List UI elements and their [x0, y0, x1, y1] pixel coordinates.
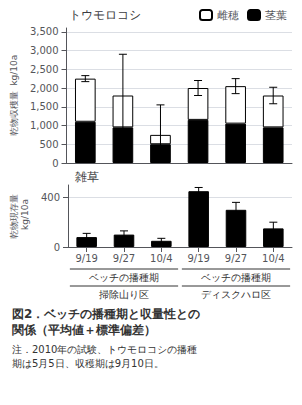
svg-text:0: 0	[54, 242, 60, 253]
svg-text:9/19: 9/19	[75, 253, 97, 264]
svg-text:雑草: 雑草	[75, 170, 99, 184]
svg-text:400: 400	[41, 192, 60, 203]
svg-text:掃除山り区: 掃除山り区	[99, 289, 149, 300]
svg-text:乾物現存量: 乾物現存量	[9, 194, 19, 239]
svg-text:図2．ベッチの播種期と収量性との: 図2．ベッチの播種期と収量性との	[12, 307, 200, 321]
svg-text:3,500: 3,500	[30, 26, 59, 37]
svg-text:500: 500	[39, 139, 58, 150]
svg-text:2,500: 2,500	[30, 64, 59, 75]
svg-text:9/27: 9/27	[225, 253, 247, 264]
svg-text:10/4: 10/4	[262, 253, 284, 264]
svg-text:関係（平均値＋標準偏差）: 関係（平均値＋標準偏差）	[12, 323, 156, 337]
svg-text:10/4: 10/4	[150, 253, 172, 264]
svg-text:ディスクハロ区: ディスクハロ区	[201, 289, 271, 300]
svg-text:ベッチの播種期: ベッチの播種期	[201, 272, 271, 283]
svg-text:1,500: 1,500	[30, 101, 59, 112]
svg-text:2,000: 2,000	[30, 83, 59, 94]
svg-text:kg/10a: kg/10a	[20, 199, 30, 233]
svg-text:雌穂: 雌穂	[217, 9, 239, 22]
svg-text:茎葉: 茎葉	[265, 9, 287, 22]
svg-text:0: 0	[52, 158, 58, 169]
svg-text:9/27: 9/27	[113, 253, 135, 264]
svg-text:トウモロコシ: トウモロコシ	[69, 8, 141, 22]
svg-text:乾物収穫量 kg/10a: 乾物収穫量 kg/10a	[9, 55, 19, 137]
svg-text:期は5月5日、収穫期は9月10日。: 期は5月5日、収穫期は9月10日。	[12, 358, 164, 369]
svg-text:9/19: 9/19	[187, 253, 209, 264]
svg-text:ベッチの播種期: ベッチの播種期	[89, 272, 159, 283]
svg-text:注．2010年の試験、トウモロコシの播種: 注．2010年の試験、トウモロコシの播種	[12, 344, 197, 355]
svg-text:1,000: 1,000	[30, 120, 59, 131]
svg-text:3,000: 3,000	[30, 45, 59, 56]
